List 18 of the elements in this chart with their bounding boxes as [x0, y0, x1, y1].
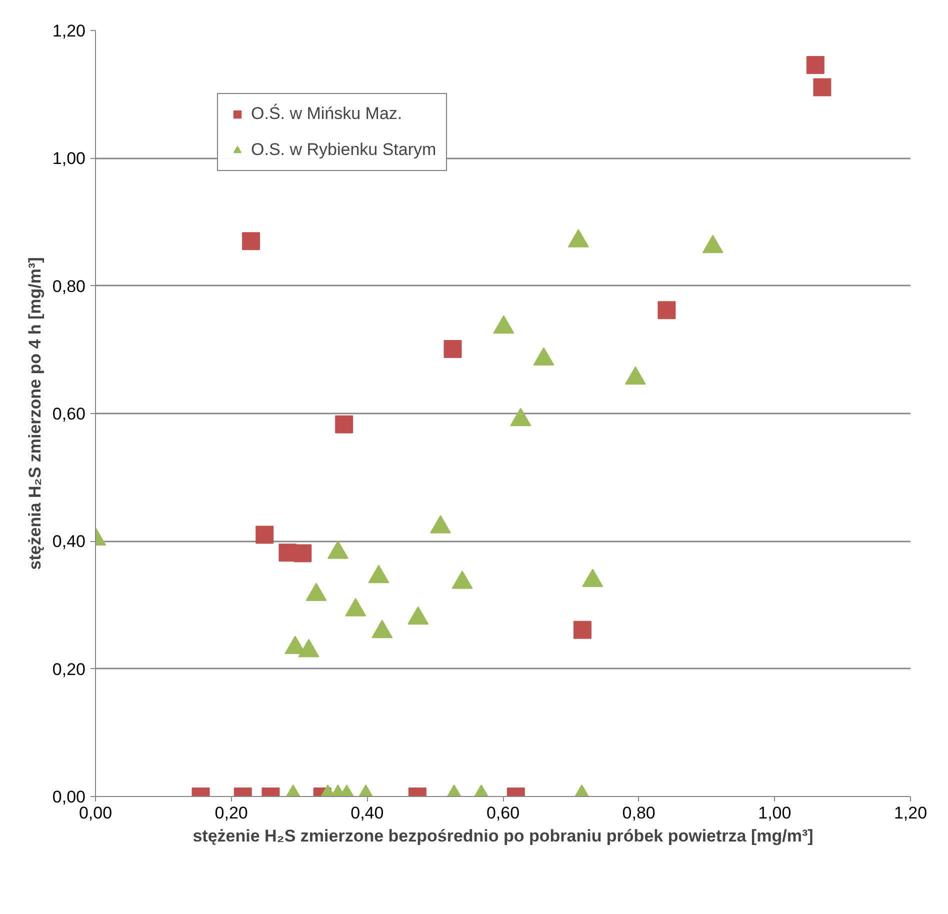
y-tick-label: 0,80 — [52, 276, 86, 296]
y-tick-label: 0,60 — [52, 404, 86, 424]
x-tick-label: 0,00 — [78, 804, 112, 822]
legend-label: O.Ś. w Mińsku Maz. — [251, 104, 402, 124]
x-axis-title: stężenie H₂S zmierzone bezpośrednio po pobraniu próbek powietrza [mg/m³] — [192, 826, 814, 846]
x-tick-label: 0,20 — [214, 804, 248, 822]
y-tick-label: 0,20 — [52, 660, 86, 679]
y-tick-label: 1,00 — [52, 149, 86, 168]
y-tick-label: 0,40 — [52, 532, 86, 552]
x-tick-label: 1,20 — [894, 804, 928, 822]
y-axis-title: stężenia H₂S zmierzone po 4 h [mg/m³] — [25, 257, 44, 570]
x-tick-label: 0,40 — [350, 804, 384, 822]
x-tick-label: 0,60 — [486, 804, 520, 822]
y-tick-label: 1,20 — [52, 22, 86, 40]
legend-label: O.S. w Rybienku Starym — [251, 140, 436, 160]
y-tick-label: 0,00 — [52, 788, 86, 806]
x-tick-label: 0,80 — [622, 804, 656, 822]
x-tick-label: 1,00 — [758, 804, 792, 822]
